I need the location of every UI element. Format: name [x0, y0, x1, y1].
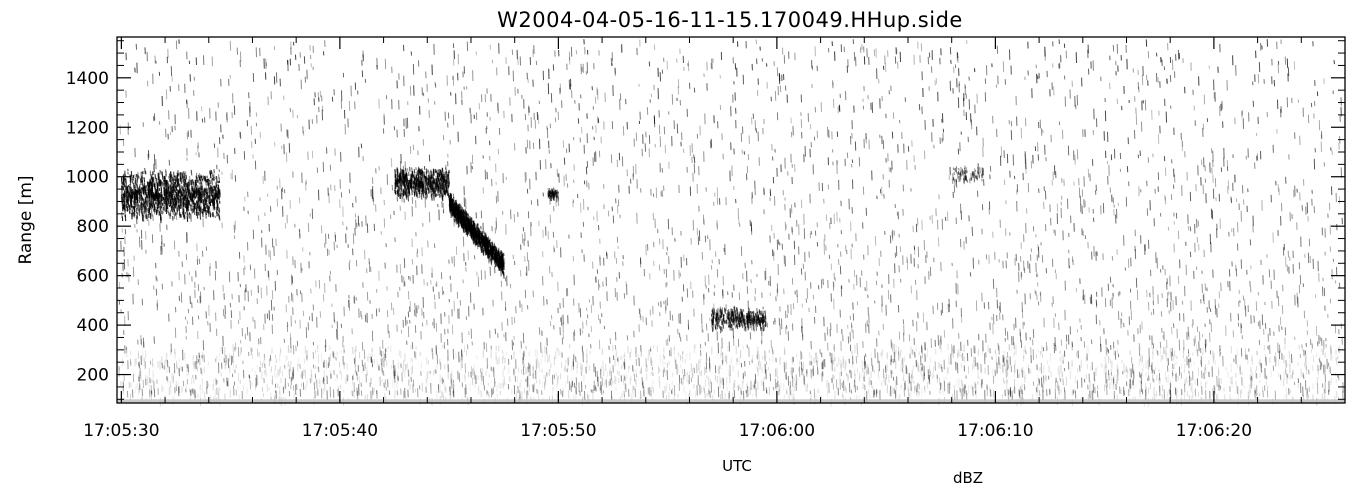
- y-tick-label: 1000: [66, 168, 109, 188]
- x-tick-label: 17:05:40: [302, 421, 378, 441]
- x-axis-label: UTC: [722, 457, 752, 475]
- echo-feature: [547, 187, 560, 203]
- echo-feature: [951, 165, 985, 186]
- plot-background: [117, 37, 1345, 403]
- x-tick-label: 17:05:30: [83, 421, 159, 441]
- y-tick-label: 1400: [66, 69, 109, 89]
- x-tick-label: 17:06:00: [739, 421, 815, 441]
- y-tick-label: 800: [77, 217, 109, 237]
- echo-feature: [710, 305, 767, 334]
- colorbar-label: dBZ: [953, 469, 983, 483]
- y-tick-label: 1200: [66, 118, 109, 138]
- y-tick-label: 400: [77, 316, 109, 336]
- echo-feature: [394, 164, 450, 202]
- x-tick-label: 17:05:50: [520, 421, 596, 441]
- x-tick-label: 17:06:10: [957, 421, 1033, 441]
- y-axis: 200 400 600 800 1000 1200 1400: [66, 40, 1345, 400]
- chart-title: W2004-04-05-16-11-15.170049.HHup.side: [497, 8, 963, 32]
- near-range-clutter-band: [117, 399, 1345, 403]
- plot-area: [117, 37, 1345, 407]
- y-tick-label: 600: [77, 267, 109, 287]
- echo-feature: [448, 192, 505, 279]
- plot-frame: [116, 36, 1346, 404]
- echo-features: [120, 164, 985, 334]
- x-tick-label: 17:06:20: [1176, 421, 1252, 441]
- y-axis-label: Range [m]: [16, 175, 36, 264]
- x-axis: 17:05:30 17:05:40 17:05:50 17:06:00 17:06:10…: [83, 37, 1346, 441]
- y-tick-label: 200: [77, 366, 109, 386]
- echo-feature: [120, 167, 221, 224]
